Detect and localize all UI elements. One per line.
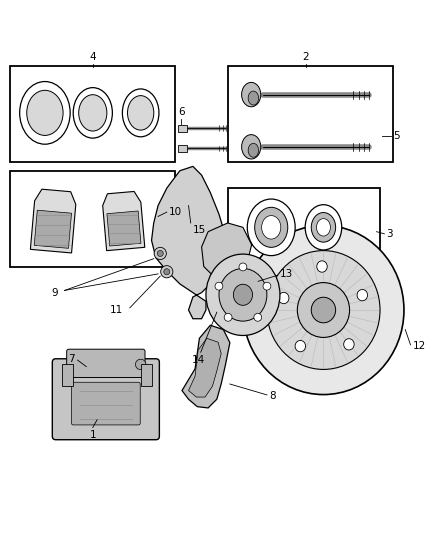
Text: 10: 10 (169, 207, 182, 217)
Ellipse shape (157, 251, 163, 256)
Text: 3: 3 (387, 229, 393, 239)
Polygon shape (152, 166, 226, 319)
Text: 15: 15 (193, 225, 206, 235)
Ellipse shape (242, 83, 261, 107)
FancyBboxPatch shape (52, 359, 159, 440)
Ellipse shape (215, 282, 223, 290)
FancyBboxPatch shape (67, 349, 145, 377)
Ellipse shape (161, 265, 173, 278)
Ellipse shape (263, 282, 271, 290)
Text: 1: 1 (89, 430, 96, 440)
Ellipse shape (247, 199, 295, 256)
Bar (178, 125, 187, 132)
Ellipse shape (317, 261, 327, 272)
Ellipse shape (243, 225, 404, 394)
Text: 8: 8 (269, 391, 276, 401)
Text: 6: 6 (178, 107, 184, 117)
Ellipse shape (279, 293, 289, 304)
Ellipse shape (311, 297, 336, 323)
Polygon shape (102, 191, 145, 251)
Text: 5: 5 (393, 131, 400, 141)
Ellipse shape (122, 89, 159, 137)
Ellipse shape (357, 289, 367, 301)
Ellipse shape (297, 282, 350, 337)
Ellipse shape (239, 263, 247, 271)
Polygon shape (201, 223, 252, 279)
Polygon shape (182, 325, 230, 408)
Ellipse shape (305, 205, 342, 250)
Ellipse shape (311, 213, 336, 242)
Text: 9: 9 (51, 288, 58, 297)
Polygon shape (34, 210, 71, 248)
Polygon shape (188, 338, 221, 397)
Text: 7: 7 (68, 354, 74, 364)
Text: 2: 2 (303, 52, 309, 62)
Polygon shape (107, 211, 141, 246)
Ellipse shape (20, 82, 70, 144)
Text: 13: 13 (280, 269, 293, 279)
Ellipse shape (206, 254, 280, 335)
Ellipse shape (79, 95, 107, 131)
Ellipse shape (135, 359, 146, 370)
Ellipse shape (224, 313, 232, 321)
Text: 14: 14 (192, 355, 205, 365)
Ellipse shape (127, 95, 154, 130)
Ellipse shape (164, 269, 170, 275)
Ellipse shape (254, 313, 261, 321)
Ellipse shape (267, 251, 380, 369)
Bar (62, 365, 73, 386)
Ellipse shape (219, 269, 267, 321)
Bar (10, 66, 176, 162)
Ellipse shape (73, 87, 113, 138)
Text: 11: 11 (110, 305, 123, 315)
Ellipse shape (254, 207, 288, 247)
Bar (228, 188, 380, 266)
Ellipse shape (248, 143, 258, 157)
Ellipse shape (233, 284, 253, 305)
Ellipse shape (27, 90, 63, 135)
Polygon shape (30, 189, 76, 253)
Bar (178, 144, 187, 151)
Ellipse shape (248, 91, 258, 105)
Ellipse shape (344, 338, 354, 350)
Bar (228, 66, 393, 162)
Bar (10, 171, 176, 266)
Ellipse shape (242, 135, 261, 159)
Text: 12: 12 (413, 341, 426, 351)
Text: 4: 4 (89, 52, 96, 62)
FancyBboxPatch shape (71, 382, 140, 425)
Ellipse shape (154, 247, 166, 260)
Bar (141, 365, 152, 386)
Ellipse shape (295, 341, 306, 352)
Ellipse shape (317, 219, 330, 236)
Ellipse shape (261, 215, 281, 239)
